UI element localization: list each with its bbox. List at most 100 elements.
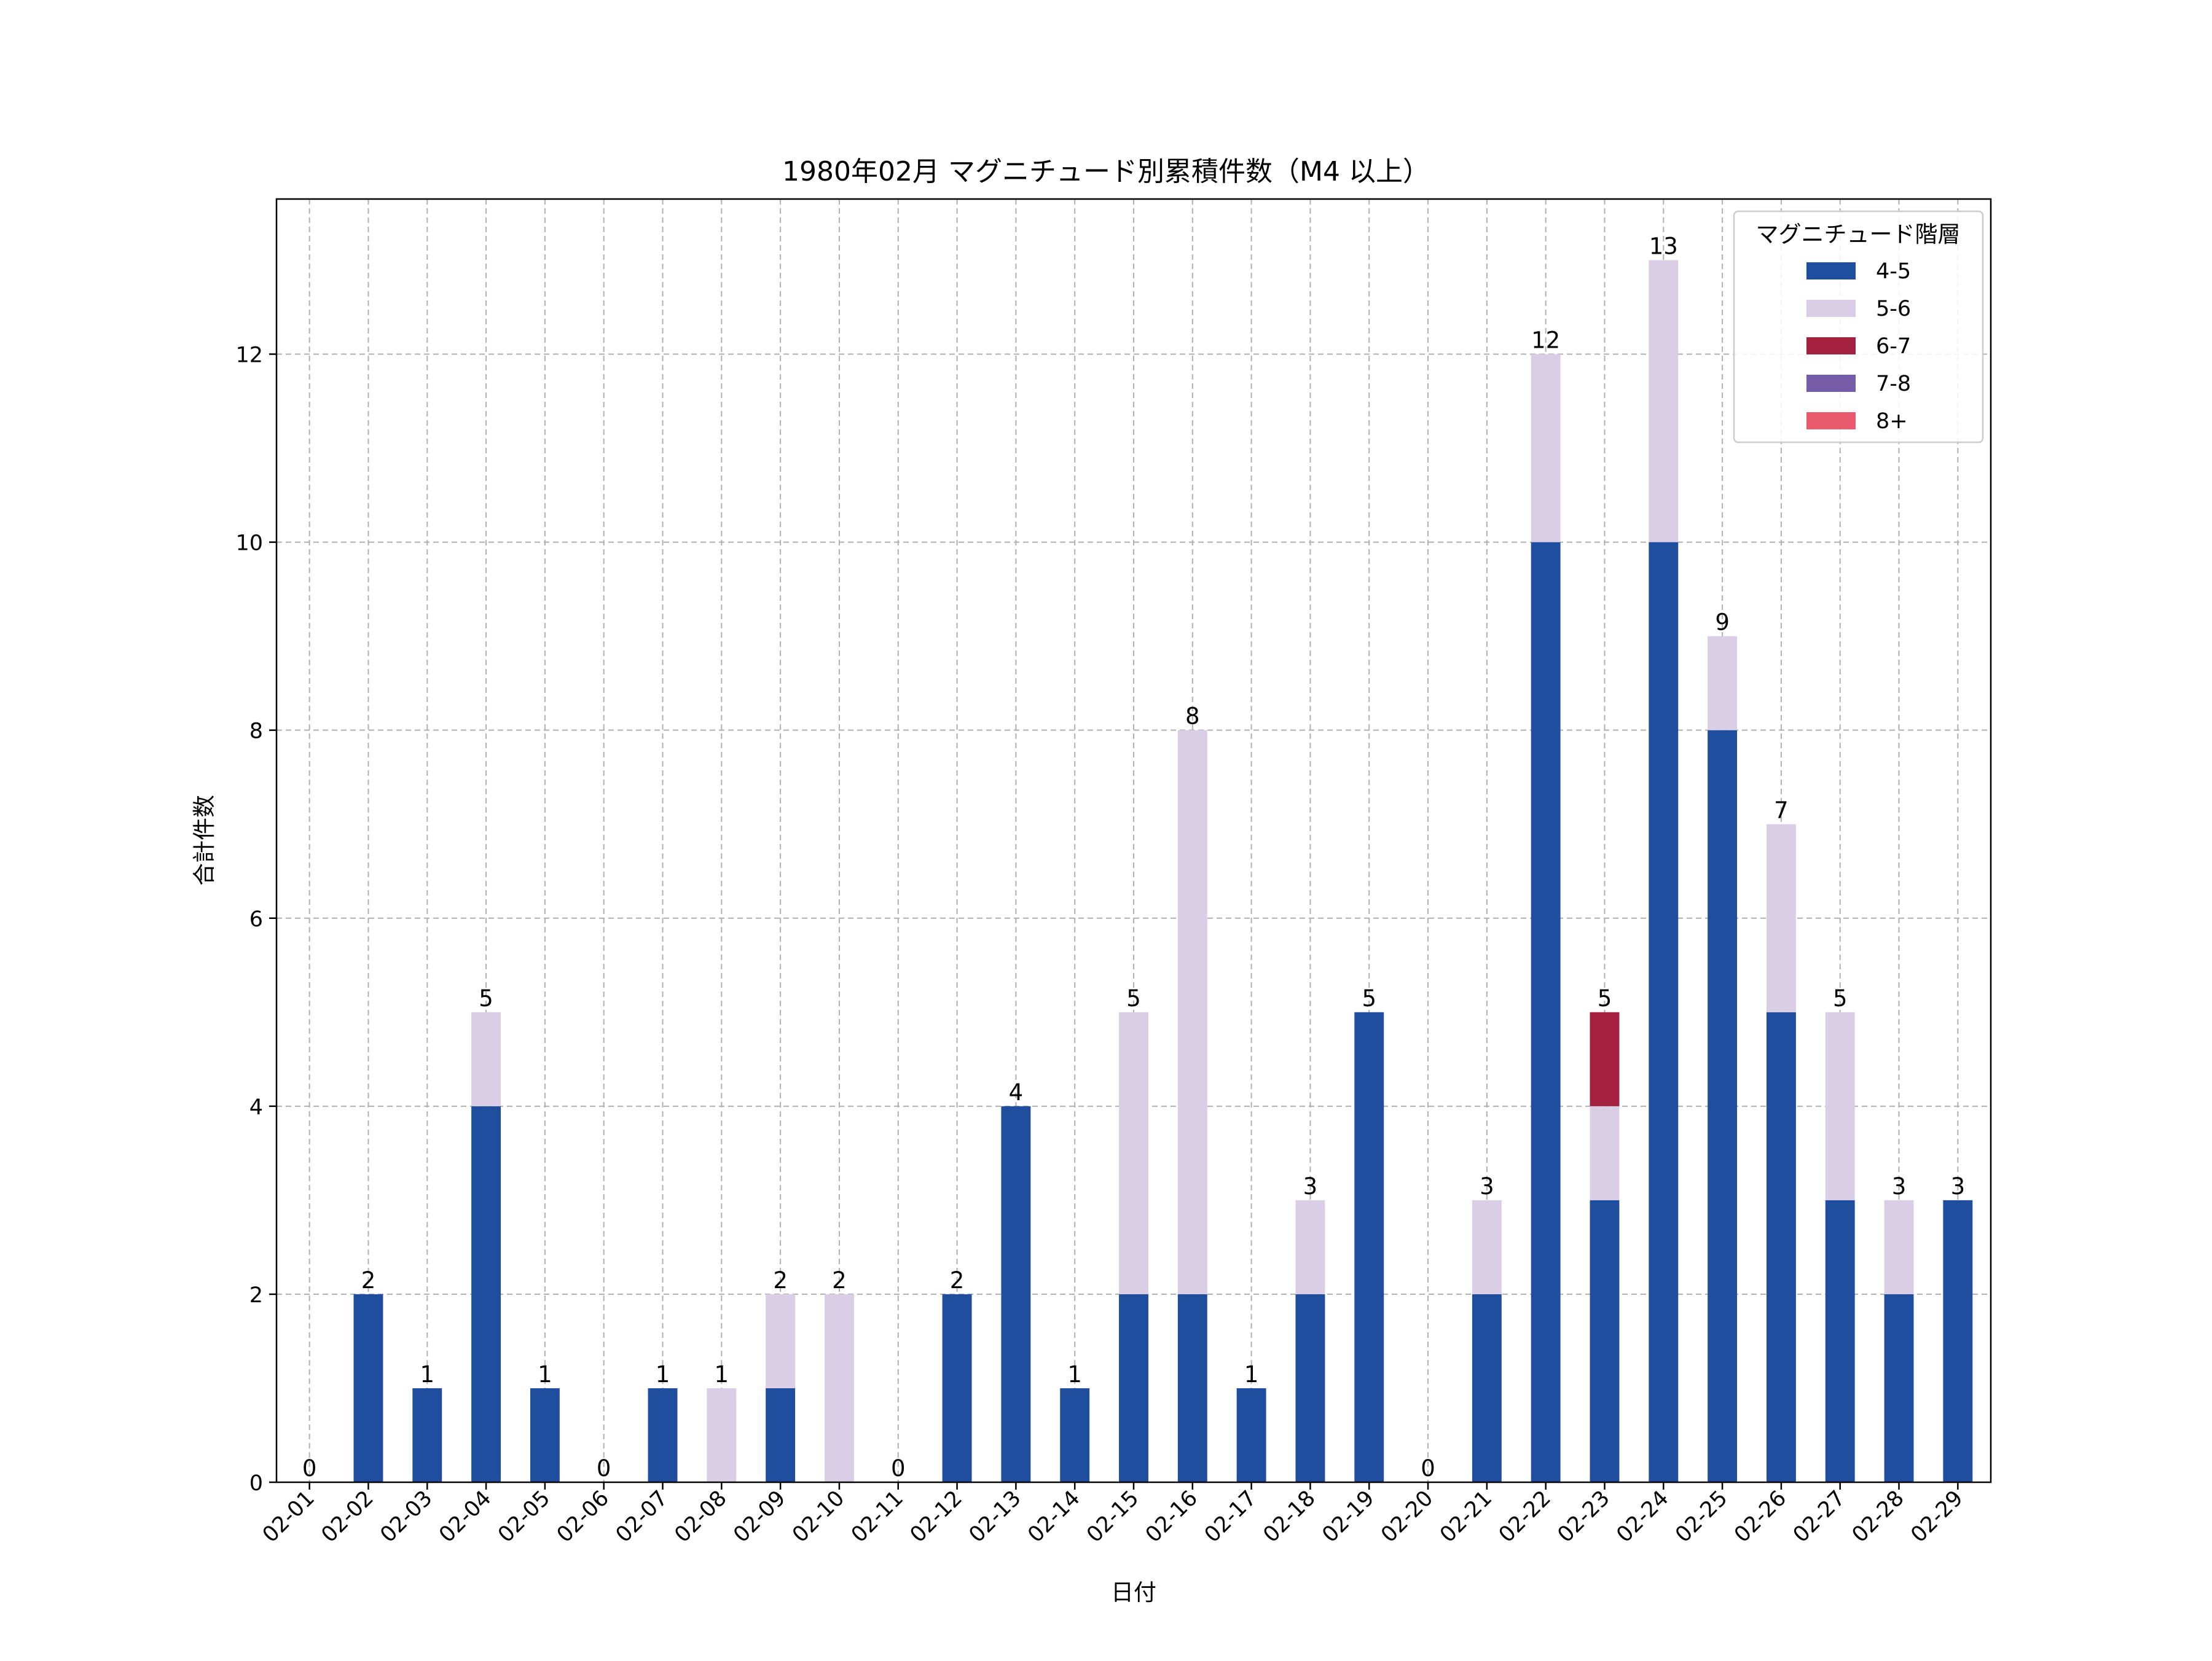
bar-total-label: 7: [1774, 797, 1789, 824]
x-tick-label: 02-08: [670, 1486, 731, 1547]
bar-segment-5-6: [824, 1294, 854, 1482]
legend-frame: [1733, 210, 1984, 444]
bar-total-label: 12: [1531, 327, 1560, 354]
legend-label-8+: 8+: [1876, 409, 1908, 434]
x-tick-label: 02-11: [847, 1486, 908, 1547]
x-tick-label: 02-05: [493, 1486, 555, 1547]
bar-total-label: 4: [1009, 1079, 1024, 1106]
legend-swatch-7-8: [1806, 375, 1856, 392]
y-tick-label: 4: [249, 1095, 263, 1120]
bar-total-label: 3: [1892, 1173, 1907, 1200]
bar-segment-4-5: [1766, 1012, 1796, 1482]
x-tick-label: 02-18: [1259, 1486, 1320, 1547]
bar-segment-4-5: [412, 1388, 442, 1482]
bar-segment-4-5: [1295, 1294, 1325, 1482]
bar-segment-4-5: [1119, 1294, 1148, 1482]
bar-segment-4-5: [1001, 1106, 1031, 1482]
bar-total-label: 2: [950, 1267, 965, 1294]
bar-segment-4-5: [1943, 1200, 1973, 1482]
legend-title: マグニチュード階層: [1756, 221, 1961, 248]
bar-segment-4-5: [1825, 1200, 1855, 1482]
bar-total-label: 3: [1951, 1173, 1966, 1200]
x-tick-label: 02-13: [965, 1486, 1026, 1547]
bar-segment-5-6: [1119, 1012, 1148, 1294]
bar-segment-6-7: [1590, 1012, 1620, 1106]
bar-segment-4-5: [648, 1388, 678, 1482]
bar-total-label: 1: [1067, 1361, 1082, 1388]
bar-total-label: 5: [479, 985, 493, 1012]
x-tick-label: 02-07: [611, 1486, 673, 1547]
bar-segment-5-6: [1590, 1106, 1620, 1200]
y-axis-label: 合計件数: [191, 795, 218, 886]
bars-layer: [353, 260, 1973, 1482]
x-tick-label: 02-23: [1553, 1486, 1615, 1547]
x-tick-label: 02-02: [317, 1486, 378, 1547]
bar-total-label: 1: [538, 1361, 552, 1388]
bar-segment-4-5: [1236, 1388, 1266, 1482]
bar-segment-5-6: [1884, 1200, 1914, 1294]
bar-segment-4-5: [1060, 1388, 1090, 1482]
y-tick-label: 2: [249, 1283, 263, 1308]
bar-total-label: 5: [1598, 985, 1612, 1012]
bar-segment-4-5: [1177, 1294, 1207, 1482]
legend-items: 4-5 5-6 6-7 7-8 8+: [1806, 259, 1911, 434]
bar-total-label: 2: [832, 1267, 847, 1294]
bar-segment-5-6: [1649, 260, 1679, 542]
bar-total-label: 1: [656, 1361, 670, 1388]
bar-total-label: 1: [1244, 1361, 1259, 1388]
bar-total-label: 5: [1362, 985, 1376, 1012]
bar-segment-4-5: [471, 1106, 501, 1482]
bar-segment-4-5: [353, 1294, 383, 1482]
bar-total-label: 3: [1303, 1173, 1318, 1200]
bar-segment-4-5: [766, 1388, 796, 1482]
x-tick-label: 02-01: [258, 1486, 320, 1547]
y-tick-label: 12: [235, 343, 263, 368]
x-tick-label: 02-03: [375, 1486, 437, 1547]
x-tick-label: 02-24: [1612, 1486, 1673, 1547]
bar-total-label: 8: [1185, 703, 1200, 730]
legend-swatch-4-5: [1806, 262, 1856, 279]
legend-swatch-8+: [1806, 412, 1856, 429]
x-tick-label: 02-14: [1023, 1486, 1084, 1547]
bar-total-label: 9: [1715, 609, 1730, 636]
bar-total-label: 1: [420, 1361, 435, 1388]
bar-total-label: 2: [361, 1267, 376, 1294]
x-tick-label: 02-16: [1141, 1486, 1202, 1547]
legend-label-4-5: 4-5: [1876, 259, 1911, 284]
x-tick-label: 02-19: [1317, 1486, 1379, 1547]
x-tick-label: 02-06: [552, 1486, 614, 1547]
x-axis-label: 日付: [1111, 1579, 1156, 1606]
x-tick-label: 02-26: [1730, 1486, 1791, 1547]
bar-total-label: 13: [1649, 233, 1678, 259]
bar-total-label: 1: [715, 1361, 729, 1388]
bar-total-label: 0: [1421, 1455, 1435, 1482]
legend-label-5-6: 5-6: [1876, 297, 1911, 321]
x-tick-label: 02-29: [1907, 1486, 1968, 1547]
bar-segment-4-5: [1649, 542, 1679, 1482]
bar-segment-5-6: [1766, 824, 1796, 1012]
x-tick-label: 02-10: [788, 1486, 849, 1547]
x-tick-label: 02-22: [1494, 1486, 1556, 1547]
y-tick-label: 10: [235, 531, 263, 556]
x-tick-label: 02-27: [1789, 1486, 1850, 1547]
legend-swatch-6-7: [1806, 337, 1856, 354]
x-tick-label: 02-15: [1082, 1486, 1143, 1547]
bar-segment-5-6: [1708, 636, 1738, 730]
bar-segment-5-6: [707, 1388, 737, 1482]
bar-total-label: 2: [773, 1267, 788, 1294]
bar-segment-5-6: [1825, 1012, 1855, 1200]
bar-segment-5-6: [1295, 1200, 1325, 1294]
x-tick-label: 02-09: [729, 1486, 790, 1547]
bar-segment-5-6: [471, 1012, 501, 1106]
x-tick-label: 02-04: [434, 1486, 496, 1547]
x-tick-label: 02-28: [1848, 1486, 1909, 1547]
x-tick-label: 02-12: [906, 1486, 967, 1547]
x-tick-label: 02-21: [1435, 1486, 1497, 1547]
bar-total-label: 0: [891, 1455, 906, 1482]
legend: マグニチュード階層 4-5 5-6 6-7 7-8 8+: [1733, 210, 1984, 444]
legend-swatch-5-6: [1806, 300, 1856, 317]
y-tick-label: 6: [249, 907, 263, 932]
